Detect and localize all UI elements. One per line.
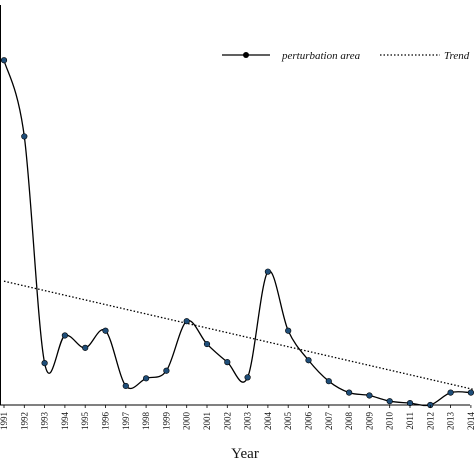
data-point bbox=[61, 332, 69, 339]
perturbation-area-line bbox=[3, 60, 471, 407]
data-point bbox=[0, 57, 8, 64]
data-point bbox=[41, 359, 48, 367]
data-point bbox=[264, 268, 272, 275]
x-tick-label: 2009 bbox=[364, 412, 374, 431]
data-point bbox=[305, 357, 312, 364]
data-point bbox=[203, 340, 211, 348]
data-point bbox=[122, 382, 129, 390]
x-tick-label: 2000 bbox=[182, 412, 192, 431]
legend-series-marker bbox=[243, 52, 249, 58]
legend-trend-label: Trend bbox=[444, 50, 470, 62]
x-tick-label: 2001 bbox=[202, 412, 212, 430]
x-tick-label: 2005 bbox=[283, 412, 293, 431]
data-point bbox=[224, 359, 231, 366]
data-point bbox=[346, 389, 353, 396]
x-tick-label: 1996 bbox=[101, 412, 111, 431]
data-point bbox=[244, 374, 251, 381]
x-tick-label: 1991 bbox=[0, 412, 9, 430]
x-tick-label: 2012 bbox=[425, 412, 435, 430]
x-tick-label: 1993 bbox=[40, 412, 50, 431]
x-tick-label: 1994 bbox=[60, 412, 70, 431]
data-point bbox=[366, 392, 373, 399]
data-point bbox=[163, 367, 170, 374]
trend-line bbox=[3, 280, 474, 391]
x-tick-label: 2003 bbox=[243, 412, 253, 431]
x-tick-label: 2007 bbox=[324, 412, 334, 431]
x-tick-label: 1999 bbox=[161, 412, 171, 431]
data-point bbox=[386, 398, 393, 405]
series-layer bbox=[0, 57, 474, 409]
data-point bbox=[102, 327, 109, 334]
x-axis-title: Year bbox=[231, 446, 259, 462]
data-point bbox=[183, 318, 190, 325]
x-tick-labels: 1991 1992 1993 1994 1995 1996 1997 1998 1999 2000… bbox=[0, 405, 474, 430]
data-point bbox=[447, 389, 454, 396]
x-tick-label: 2011 bbox=[405, 412, 415, 430]
axes bbox=[0, 5, 470, 406]
data-point bbox=[325, 378, 332, 385]
x-tick-label: 2006 bbox=[304, 412, 314, 431]
x-tick-label: 2004 bbox=[263, 412, 273, 431]
x-tick-label: 2013 bbox=[446, 412, 456, 431]
data-point bbox=[143, 375, 150, 382]
x-tick-label: 1992 bbox=[19, 412, 29, 430]
legend: perturbation area Trend bbox=[222, 50, 470, 62]
data-point bbox=[467, 389, 474, 396]
legend-series-label: perturbation area bbox=[281, 50, 361, 62]
x-tick-label: 1997 bbox=[121, 412, 131, 431]
x-tick-label: 2014 bbox=[466, 412, 474, 431]
trend-line-layer bbox=[3, 280, 474, 391]
x-tick-label: 1995 bbox=[80, 412, 90, 431]
data-point bbox=[21, 133, 28, 140]
x-tick-label: 2008 bbox=[344, 412, 354, 431]
data-point bbox=[285, 327, 292, 334]
x-tick-label: 2002 bbox=[222, 412, 232, 430]
x-tick-label: 2010 bbox=[385, 412, 395, 431]
x-tick-label: 1998 bbox=[141, 412, 151, 431]
data-point bbox=[82, 344, 89, 351]
